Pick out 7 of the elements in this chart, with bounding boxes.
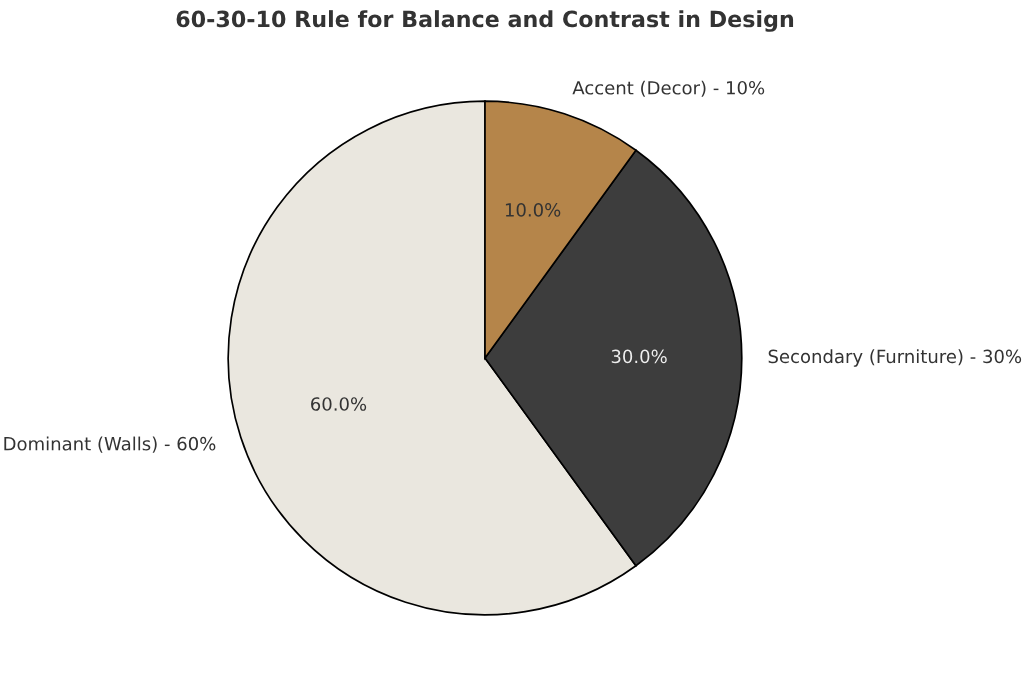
slice-label: Secondary (Furniture) - 30% <box>768 349 1022 367</box>
chart-title: 60-30-10 Rule for Balance and Contrast in Design <box>176 10 794 32</box>
data-label: 10.0% <box>505 203 561 217</box>
data-label: 60.0% <box>311 397 367 411</box>
data-label: 30.0% <box>611 349 667 364</box>
slice-label: Accent (Decor) - 10% <box>572 80 765 97</box>
slice-label: Dominant (Walls) - 60% <box>4 436 216 453</box>
